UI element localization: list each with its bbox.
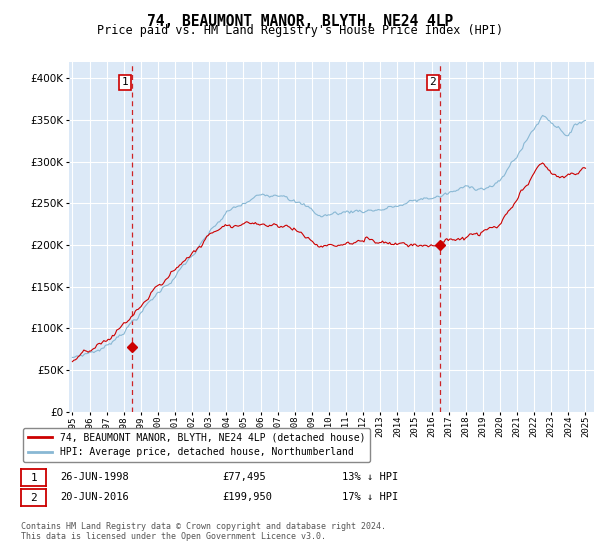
Legend: 74, BEAUMONT MANOR, BLYTH, NE24 4LP (detached house), HPI: Average price, detach: 74, BEAUMONT MANOR, BLYTH, NE24 4LP (det…: [23, 428, 370, 462]
Text: 20-JUN-2016: 20-JUN-2016: [60, 492, 129, 502]
Text: Contains HM Land Registry data © Crown copyright and database right 2024.
This d: Contains HM Land Registry data © Crown c…: [21, 522, 386, 542]
Text: 26-JUN-1998: 26-JUN-1998: [60, 472, 129, 482]
Text: 2: 2: [430, 77, 436, 87]
Text: 13% ↓ HPI: 13% ↓ HPI: [342, 472, 398, 482]
Text: £199,950: £199,950: [222, 492, 272, 502]
Text: 17% ↓ HPI: 17% ↓ HPI: [342, 492, 398, 502]
Text: £77,495: £77,495: [222, 472, 266, 482]
Text: 1: 1: [122, 77, 128, 87]
Text: 1: 1: [30, 473, 37, 483]
Text: 74, BEAUMONT MANOR, BLYTH, NE24 4LP: 74, BEAUMONT MANOR, BLYTH, NE24 4LP: [147, 14, 453, 29]
Text: 2: 2: [30, 493, 37, 503]
Text: Price paid vs. HM Land Registry's House Price Index (HPI): Price paid vs. HM Land Registry's House …: [97, 24, 503, 37]
